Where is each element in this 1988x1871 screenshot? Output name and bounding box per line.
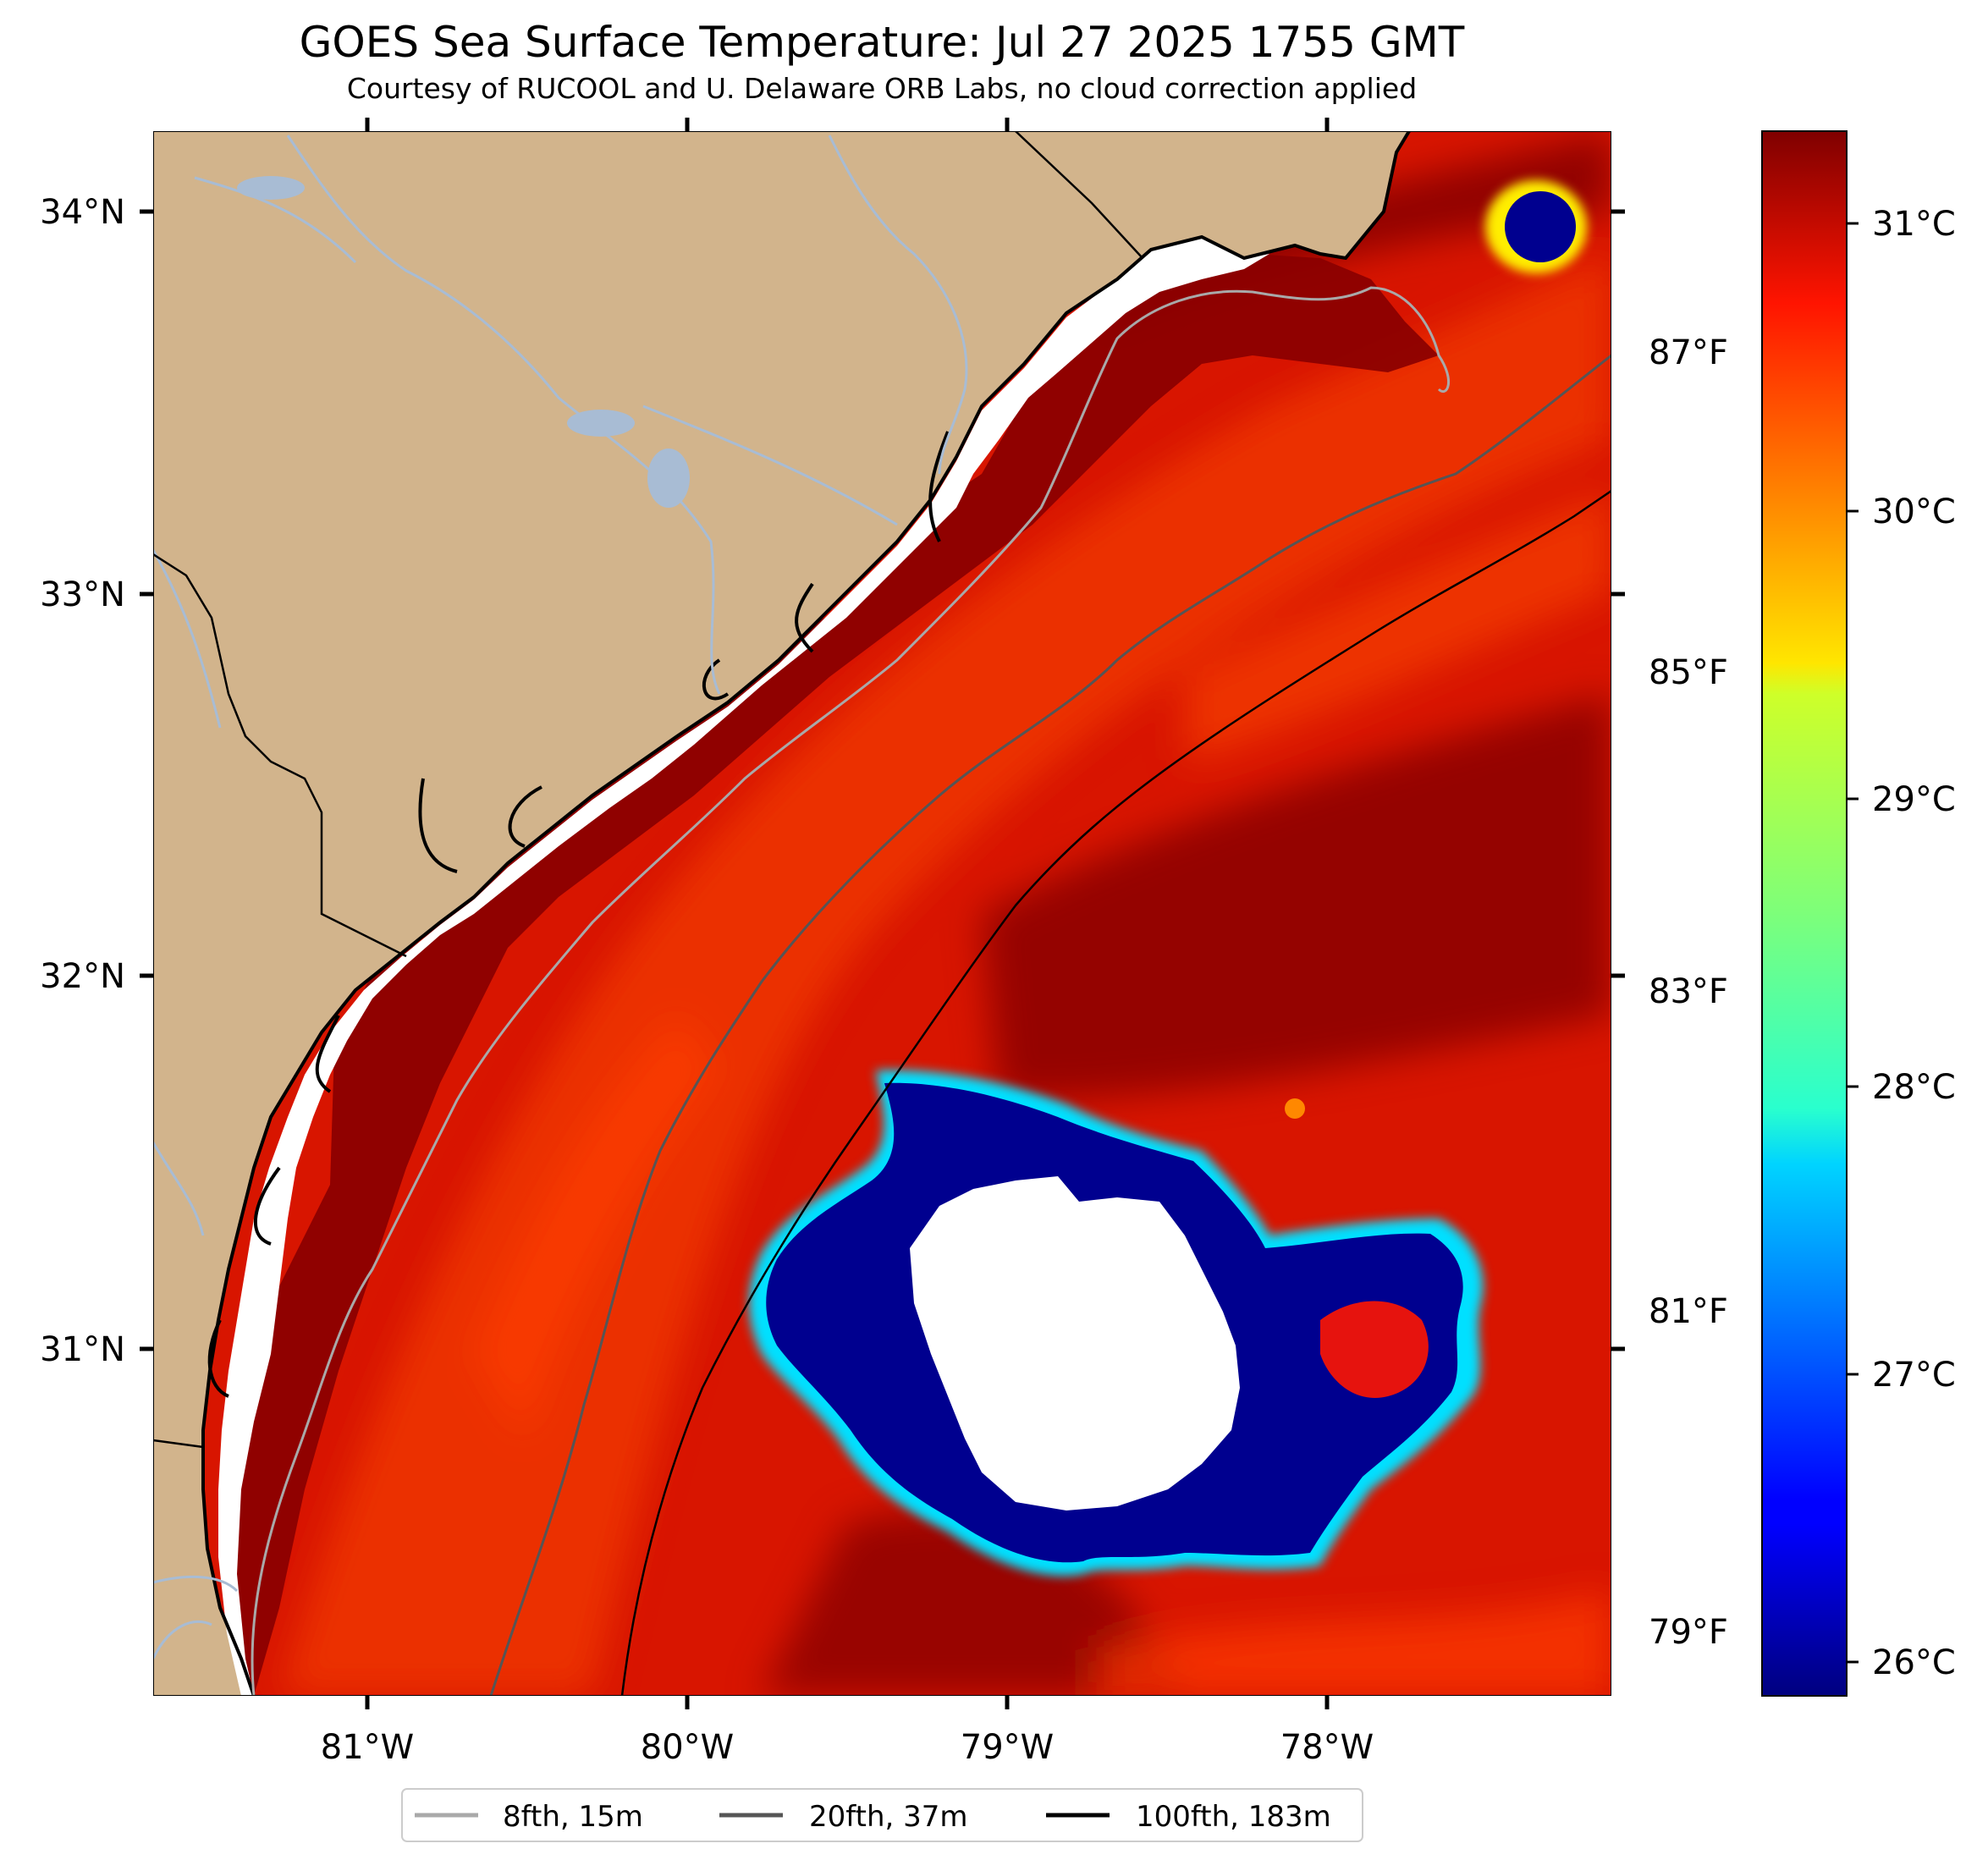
isobath-100fth <box>620 489 1611 1696</box>
isobath-legend: 8fth, 15m 20fth, 37m 100fth, 183m <box>401 1788 1363 1842</box>
c-label-26: 26°C <box>1872 1643 1956 1682</box>
lon-label-81w: 81°W <box>321 1728 414 1767</box>
c-label-31: 31°C <box>1872 205 1956 244</box>
f-label-85: 85°F <box>1649 653 1728 692</box>
f-label-83: 83°F <box>1649 972 1728 1011</box>
fahrenheit-labels: 87°F 85°F 83°F 81°F 79°F <box>1649 333 1728 1652</box>
c-label-27: 27°C <box>1872 1356 1956 1395</box>
map-panel <box>153 131 1611 1696</box>
colorbar <box>1761 130 1848 1697</box>
latitude-labels: 34°N 33°N 32°N 31°N <box>40 193 125 1369</box>
map-title: GOES Sea Surface Temperature: Jul 27 202… <box>300 18 1465 67</box>
lon-label-78w: 78°W <box>1280 1728 1374 1767</box>
lakes <box>237 176 690 508</box>
f-label-87: 87°F <box>1649 333 1728 372</box>
isobath-20fth <box>489 354 1611 1696</box>
land-area <box>153 131 1409 1696</box>
c-label-30: 30°C <box>1872 493 1956 531</box>
colorbar-ticks <box>1847 222 1859 1664</box>
no-data-patch <box>910 1176 1240 1511</box>
f-label-81: 81°F <box>1649 1292 1728 1331</box>
legend-label-20fth: 20fth, 37m <box>809 1800 968 1834</box>
c-label-28: 28°C <box>1872 1068 1956 1107</box>
cold-anomaly-east-lobes <box>1285 1098 1429 1398</box>
nearshore-warm-band <box>237 254 1439 1696</box>
lat-label-34n: 34°N <box>40 193 125 232</box>
lat-label-31n: 31°N <box>40 1330 125 1369</box>
legend-box <box>401 1788 1363 1842</box>
lat-label-33n: 33°N <box>40 575 125 614</box>
rivers <box>153 135 968 1659</box>
longitude-labels: 81°W 80°W 79°W 78°W <box>321 1728 1374 1767</box>
isobath-8fth <box>251 286 1451 1696</box>
estuaries <box>207 431 950 1398</box>
map-subtitle: Courtesy of RUCOOL and U. Delaware ORB L… <box>347 72 1417 105</box>
state-boundaries <box>153 131 1143 1449</box>
lon-label-80w: 80°W <box>641 1728 734 1767</box>
map-ticks <box>140 118 1625 1709</box>
legend-label-8fth: 8fth, 15m <box>503 1800 643 1834</box>
f-label-79: 79°F <box>1649 1613 1728 1652</box>
lon-label-79w: 79°W <box>961 1728 1054 1767</box>
celsius-labels: 31°C 30°C 29°C 28°C 27°C 26°C <box>1872 205 1956 1682</box>
cold-eddy-north-core <box>1505 191 1576 262</box>
c-label-29: 29°C <box>1872 780 1956 819</box>
legend-label-100fth: 100fth, 183m <box>1136 1800 1331 1834</box>
lat-label-32n: 32°N <box>40 957 125 996</box>
